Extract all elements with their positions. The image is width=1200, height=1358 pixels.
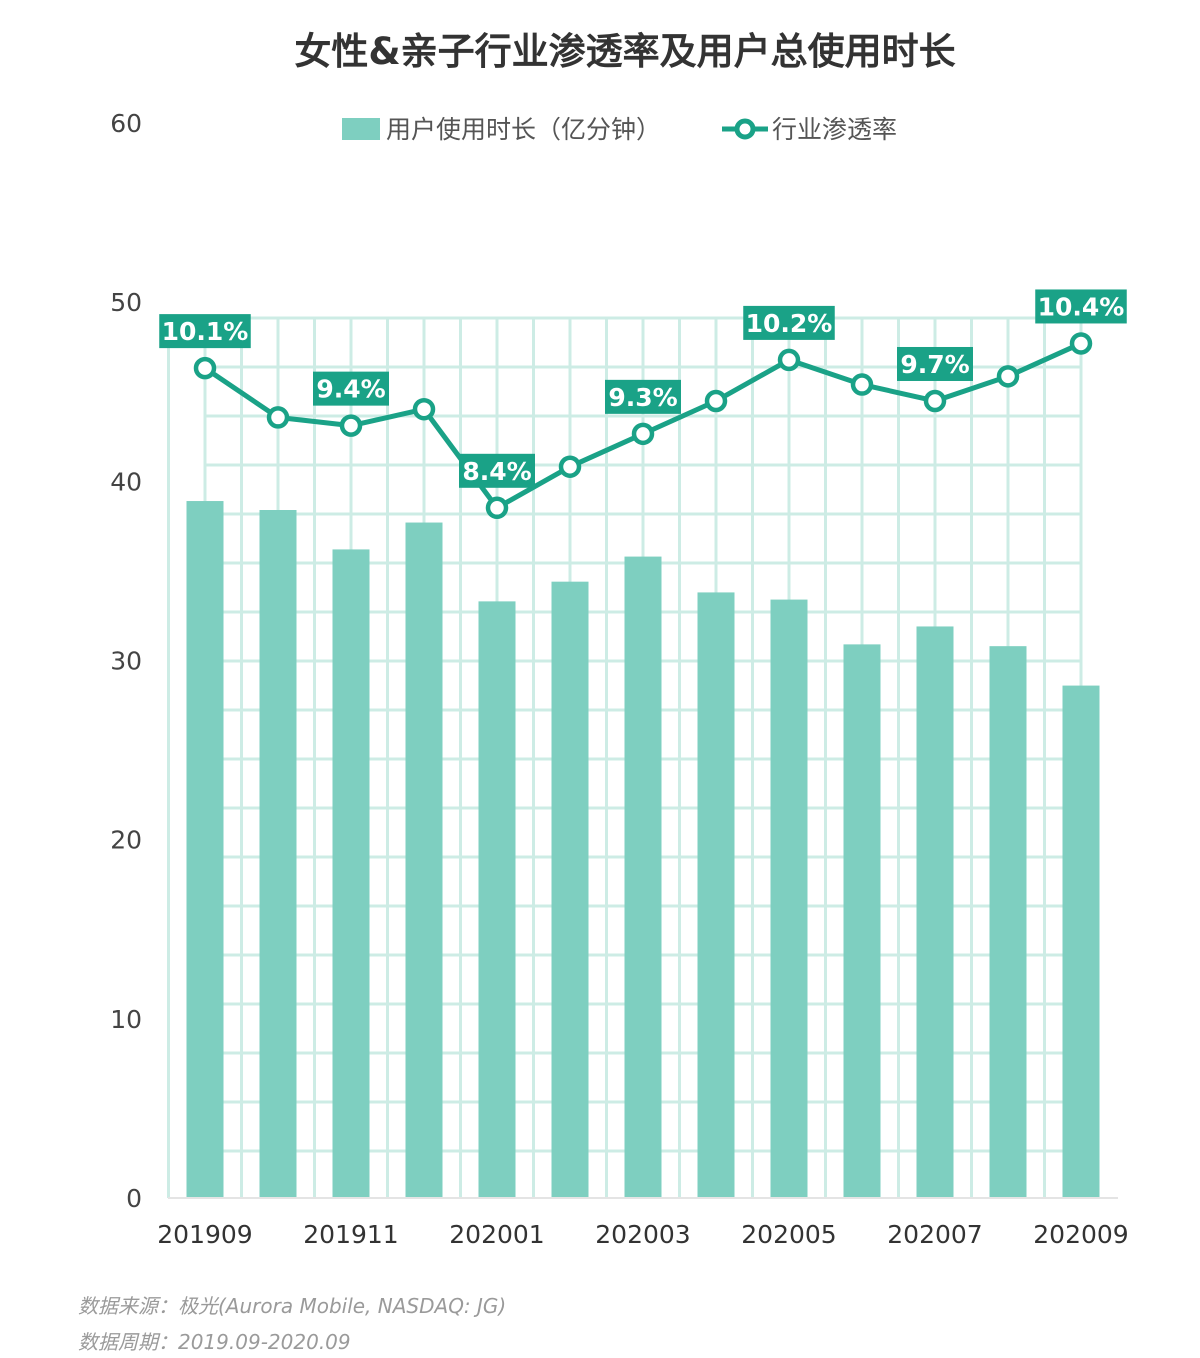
bar <box>259 510 297 1198</box>
legend: 用户使用时长（亿分钟） 行业渗透率 <box>342 115 897 144</box>
y-tick-label: 30 <box>110 647 142 676</box>
data-label-box <box>743 305 835 340</box>
data-label: 10.1% <box>162 317 249 346</box>
x-tick-label: 202005 <box>741 1220 836 1249</box>
x-tick-label: 202003 <box>595 1220 690 1249</box>
bar <box>843 644 881 1198</box>
bar <box>405 522 443 1198</box>
x-tick-label: 202001 <box>449 1220 544 1249</box>
line-point <box>631 422 655 446</box>
data-label: 9.7% <box>900 350 969 379</box>
line-point <box>777 348 801 372</box>
y-axis: 0 10 20 30 40 50 60 <box>110 109 142 1213</box>
bar <box>624 556 662 1198</box>
bar <box>989 646 1027 1198</box>
data-label-box <box>313 371 389 406</box>
line-point <box>558 455 582 478</box>
source-note: 数据来源：极光(Aurora Mobile, NASDAQ: JG) <box>78 1294 507 1318</box>
y-tick-label: 50 <box>110 288 142 317</box>
data-label-box <box>605 379 681 414</box>
line-point <box>485 496 509 520</box>
line-point <box>412 397 436 421</box>
data-label: 8.4% <box>462 457 531 486</box>
legend-line-label: 行业渗透率 <box>772 115 897 144</box>
data-label: 10.4% <box>1038 292 1125 321</box>
line-point <box>850 373 874 396</box>
y-tick-label: 0 <box>126 1184 142 1213</box>
data-label-box <box>159 314 251 349</box>
x-tick-label: 201911 <box>303 1220 398 1249</box>
bar-series <box>186 501 1100 1199</box>
combo-chart: 女性&亲子行业渗透率及用户总使用时长 用户使用时长（亿分钟） 行业渗透率 0 10… <box>110 30 1129 1249</box>
bar <box>186 501 224 1199</box>
data-label: 9.3% <box>608 383 677 412</box>
line-point <box>704 389 728 413</box>
bar <box>332 549 370 1198</box>
y-tick-label: 20 <box>110 826 142 855</box>
legend-bar-swatch <box>342 118 380 140</box>
x-tick-label: 202009 <box>1033 1220 1128 1249</box>
x-tick-label: 201909 <box>157 1220 252 1249</box>
data-label: 10.2% <box>746 309 833 338</box>
legend-bar-label: 用户使用时长（亿分钟） <box>386 115 661 144</box>
line-point <box>996 365 1020 388</box>
bar <box>1062 685 1100 1198</box>
bar <box>551 581 589 1198</box>
line-point <box>339 414 363 437</box>
line-point <box>1069 332 1093 355</box>
x-axis: 201909 201911 202001 202003 202005 202007 2020… <box>157 1197 1129 1249</box>
bar <box>770 599 808 1198</box>
bar <box>697 592 735 1198</box>
period-note: 数据周期：2019.09-2020.09 <box>78 1330 351 1354</box>
y-tick-label: 40 <box>110 467 142 496</box>
bar <box>478 601 516 1198</box>
data-label-box <box>897 346 973 381</box>
bar <box>916 626 954 1198</box>
data-label: 9.4% <box>316 375 385 404</box>
line-point <box>193 356 217 380</box>
line-series: 10.1% 9.4% 8.4% 9.3% 10.2% 9.7% 10.4% <box>159 289 1127 520</box>
y-tick-label: 10 <box>110 1005 142 1034</box>
line-point <box>266 406 290 429</box>
y-tick-label: 60 <box>110 109 142 138</box>
chart-title: 女性&亲子行业渗透率及用户总使用时长 <box>294 30 955 73</box>
x-tick-label: 202007 <box>887 1220 982 1249</box>
legend-line-marker <box>734 118 756 140</box>
line-point <box>923 389 947 413</box>
data-label-box <box>459 453 535 488</box>
data-label-box <box>1035 289 1127 324</box>
